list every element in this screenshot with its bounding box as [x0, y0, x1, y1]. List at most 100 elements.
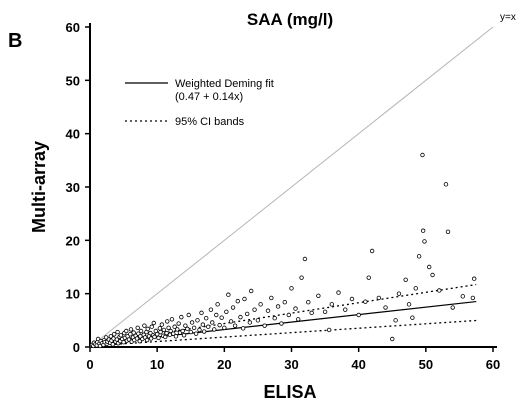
- legend-fit-label: Weighted Deming fit: [175, 78, 274, 90]
- x-tick-label: 10: [150, 357, 164, 372]
- data-point: [200, 322, 206, 327]
- x-tick-label: 0: [86, 357, 93, 372]
- data-point: [138, 328, 144, 334]
- data-point: [296, 317, 301, 322]
- data-point: [206, 324, 211, 329]
- data-point: [235, 298, 240, 304]
- data-point: [420, 228, 426, 233]
- data-point: [163, 334, 168, 340]
- data-point: [275, 304, 281, 309]
- data-point: [181, 333, 187, 338]
- data-point: [258, 302, 263, 307]
- data-point: [210, 320, 215, 325]
- data-point: [272, 316, 277, 321]
- data-point: [154, 332, 160, 337]
- data-point: [230, 305, 236, 310]
- data-point: [413, 286, 418, 291]
- data-point: [149, 324, 154, 329]
- x-tick-label: 60: [486, 357, 500, 372]
- data-point: [185, 326, 190, 332]
- data-point: [179, 314, 184, 320]
- data-point: [309, 310, 314, 316]
- data-point: [232, 323, 238, 328]
- panel-letter: B: [8, 30, 22, 52]
- data-point: [114, 337, 120, 342]
- data-point: [212, 327, 217, 332]
- data-point: [286, 312, 292, 318]
- identity-line-label: y=x: [500, 12, 516, 23]
- data-point: [145, 326, 150, 332]
- data-point: [131, 330, 136, 335]
- data-point: [186, 312, 191, 318]
- data-point: [159, 322, 165, 327]
- y-tick-label: 50: [66, 73, 80, 88]
- data-point: [244, 311, 250, 317]
- data-point: [289, 286, 294, 291]
- x-axis-label: ELISA: [263, 382, 316, 402]
- data-point: [215, 302, 220, 307]
- data-point: [343, 307, 348, 312]
- data-point: [450, 305, 455, 310]
- data-point: [252, 307, 257, 312]
- data-point: [302, 256, 308, 262]
- data-point: [175, 327, 180, 332]
- data-point: [255, 318, 261, 323]
- data-point: [161, 327, 167, 333]
- data-point: [169, 317, 175, 322]
- tick-marks: 0 10 20 30 40 50 60 0 10 20 30 40 50 60: [66, 20, 501, 372]
- identity-line: [89, 26, 494, 348]
- data-point: [164, 330, 169, 336]
- data-point: [142, 323, 147, 328]
- data-point: [430, 272, 435, 278]
- data-point: [171, 331, 176, 336]
- data-point: [410, 315, 415, 320]
- data-point: [193, 331, 199, 336]
- data-point: [279, 321, 284, 326]
- data-point: [219, 315, 224, 320]
- legend-ci-label: 95% CI bands: [175, 116, 245, 128]
- data-point: [165, 319, 170, 324]
- data-point: [383, 305, 388, 310]
- data-point: [144, 337, 150, 343]
- data-point: [188, 329, 193, 335]
- data-point: [329, 302, 334, 307]
- data-point: [217, 322, 222, 328]
- data-point: [152, 334, 157, 340]
- data-point: [393, 318, 398, 323]
- y-tick-label: 60: [66, 20, 80, 35]
- data-point: [247, 320, 253, 325]
- data-point: [118, 333, 124, 338]
- data-point: [376, 295, 382, 301]
- x-tick-label: 50: [419, 357, 433, 372]
- data-point: [420, 152, 425, 158]
- data-point: [128, 327, 134, 332]
- data-point: [168, 328, 173, 334]
- data-point: [224, 309, 229, 314]
- x-tick-label: 40: [351, 357, 365, 372]
- data-point: [191, 325, 197, 330]
- data-point: [199, 310, 204, 316]
- data-point: [176, 321, 181, 326]
- data-point: [349, 296, 355, 302]
- data-point: [443, 182, 449, 187]
- data-point: [265, 308, 271, 313]
- data-point: [201, 329, 207, 334]
- data-point: [151, 320, 157, 326]
- data-point: [228, 319, 234, 324]
- data-point: [195, 318, 200, 323]
- data-point: [135, 325, 140, 330]
- data-point: [396, 291, 402, 296]
- data-point: [172, 324, 177, 329]
- data-point: [111, 332, 117, 337]
- y-tick-label: 0: [73, 340, 80, 355]
- x-tick-label: 30: [284, 357, 298, 372]
- data-point: [316, 293, 321, 298]
- data-point: [180, 328, 185, 334]
- data-point: [262, 323, 267, 328]
- data-point: [406, 302, 412, 307]
- data-point: [426, 264, 432, 270]
- data-point: [422, 239, 427, 244]
- y-tick-label: 30: [66, 180, 80, 195]
- data-point: [242, 296, 247, 302]
